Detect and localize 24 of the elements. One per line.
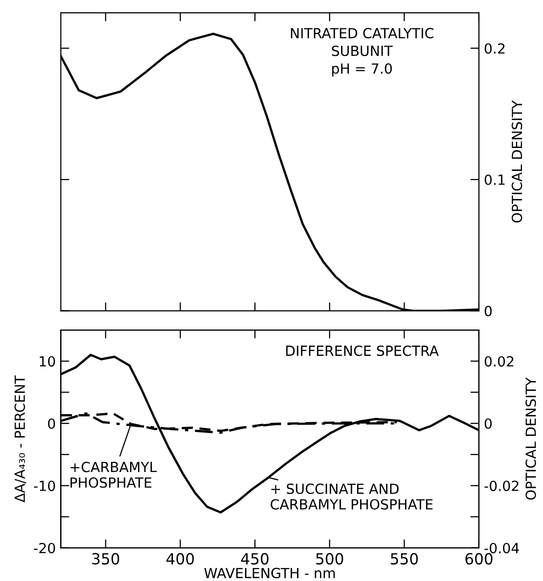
x-tick-label: 400: [166, 553, 194, 565]
y2-axis-title: OPTICAL DENSITY: [526, 377, 536, 500]
y-tick-label: 0.1: [484, 174, 505, 186]
y-tick-label: 0.2: [484, 43, 504, 54]
y2-tick-label: -0.04: [484, 542, 519, 554]
y-tick-label: -10: [34, 480, 56, 492]
x-tick-label: 450: [241, 553, 269, 565]
x-tick-label: 500: [316, 553, 344, 565]
y-tick-label: 0: [484, 306, 492, 316]
text: NITRATED CATALYTIC SUBUNIT pH = 7.0: [290, 28, 434, 76]
y-axis-title: OPTICAL DENSITY: [512, 100, 522, 223]
text: DIFFERENCE SPECTRA: [286, 346, 439, 356]
x-tick-label: 550: [390, 553, 418, 565]
y2-tick-label: -0.02: [484, 480, 518, 492]
x-tick-label: 600: [465, 553, 492, 565]
annotation: +CARBAMYL PHOSPHATE: [70, 462, 157, 488]
y-tick-label: -20: [34, 542, 56, 554]
y2-tick-label: 0.02: [484, 356, 514, 367]
y-tick-label: 10: [40, 356, 56, 367]
y-tick-label: 0: [48, 418, 56, 429]
x-axis-title: WAVELENGTH - nm: [204, 568, 335, 578]
annotation: + SUCCINATE AND CARBAMYL PHOSPHATE: [270, 484, 433, 510]
x-tick-label: 350: [92, 553, 120, 565]
y-axis-title: ΔA/A₄₃₀ - PERCENT: [14, 375, 26, 502]
